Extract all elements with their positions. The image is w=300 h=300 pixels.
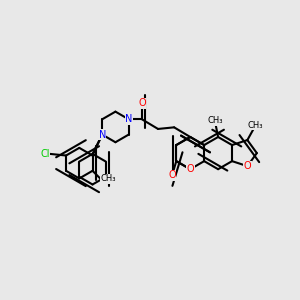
Text: N: N xyxy=(125,114,132,124)
Text: O: O xyxy=(186,164,194,174)
Text: O: O xyxy=(138,98,146,108)
Text: O: O xyxy=(168,170,176,180)
Text: N: N xyxy=(98,130,106,140)
Text: CH₃: CH₃ xyxy=(100,174,116,183)
Text: CH₃: CH₃ xyxy=(248,121,263,130)
Text: CH₃: CH₃ xyxy=(207,116,223,125)
Text: O: O xyxy=(244,161,251,171)
Text: Cl: Cl xyxy=(40,149,50,159)
